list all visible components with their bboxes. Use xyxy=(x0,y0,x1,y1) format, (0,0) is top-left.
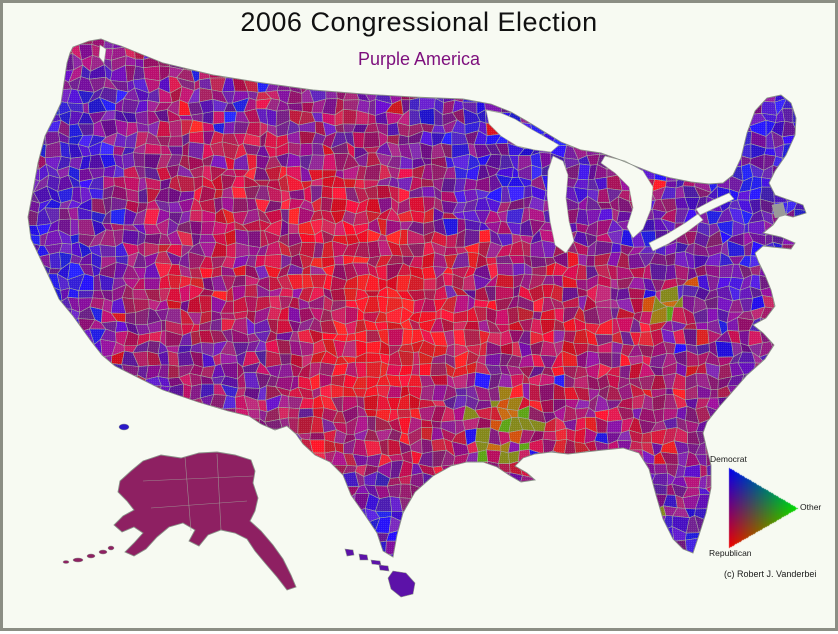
legend-other-label: Other xyxy=(800,502,822,512)
page-title: 2006 Congressional Election xyxy=(240,7,598,37)
us-county-map xyxy=(27,38,807,598)
legend-republican-label: Republican xyxy=(709,548,752,558)
legend-triangle xyxy=(691,456,803,556)
credit-text: (c) Robert J. Vanderbei xyxy=(724,569,817,579)
legend-democrat-label: Democrat xyxy=(710,454,747,464)
page-subtitle: Purple America xyxy=(357,49,481,69)
